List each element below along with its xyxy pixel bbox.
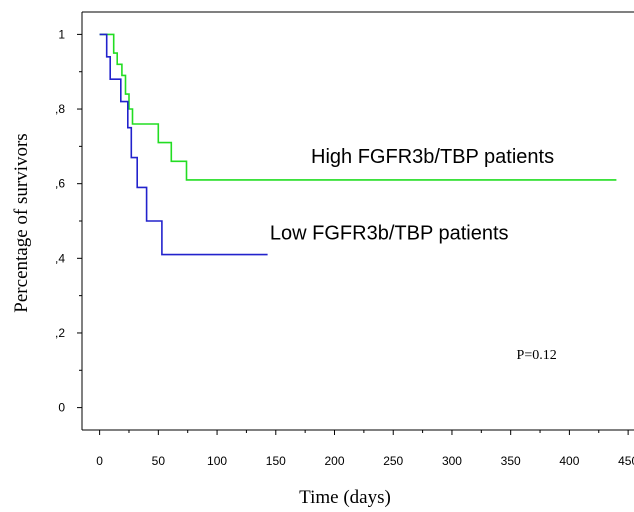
labels-layer: High FGFR3b/TBP patients Low FGFR3b/TBP p… <box>270 146 557 363</box>
y-tick-label: ,4 <box>55 251 65 265</box>
x-tick-label: 100 <box>207 454 227 468</box>
series-line-high <box>99 33 617 181</box>
y-tick-label: 0 <box>58 401 65 415</box>
x-ticks: 0 50 100 150 200 250 300 350 400 450 <box>96 430 634 468</box>
x-tick-label: 0 <box>96 454 103 468</box>
y-ticks: 0 ,2 ,4 ,6 ,8 1 <box>55 27 82 415</box>
x-tick-label: 150 <box>266 454 286 468</box>
x-tick-label: 400 <box>559 454 579 468</box>
p-value-annotation: P=0.12 <box>517 348 557 363</box>
x-tick-label: 250 <box>383 454 403 468</box>
x-axis-title: Time (days) <box>299 487 391 508</box>
x-tick-label: 300 <box>442 454 462 468</box>
x-tick-label: 350 <box>501 454 521 468</box>
series-layer <box>99 33 617 256</box>
y-tick-label: ,6 <box>55 177 65 191</box>
y-axis-title: Percentage of survivors <box>11 133 32 312</box>
y-tick-label: ,8 <box>55 102 65 116</box>
x-tick-label: 200 <box>324 454 344 468</box>
x-tick-label: 50 <box>152 454 166 468</box>
y-tick-label: 1 <box>58 27 65 41</box>
series-line-low <box>99 33 268 256</box>
series-label-low: Low FGFR3b/TBP patients <box>270 223 509 245</box>
plot-frame <box>81 11 634 431</box>
x-tick-label: 450 <box>618 454 634 468</box>
y-tick-label: ,2 <box>55 326 65 340</box>
series-label-high: High FGFR3b/TBP patients <box>311 146 554 168</box>
